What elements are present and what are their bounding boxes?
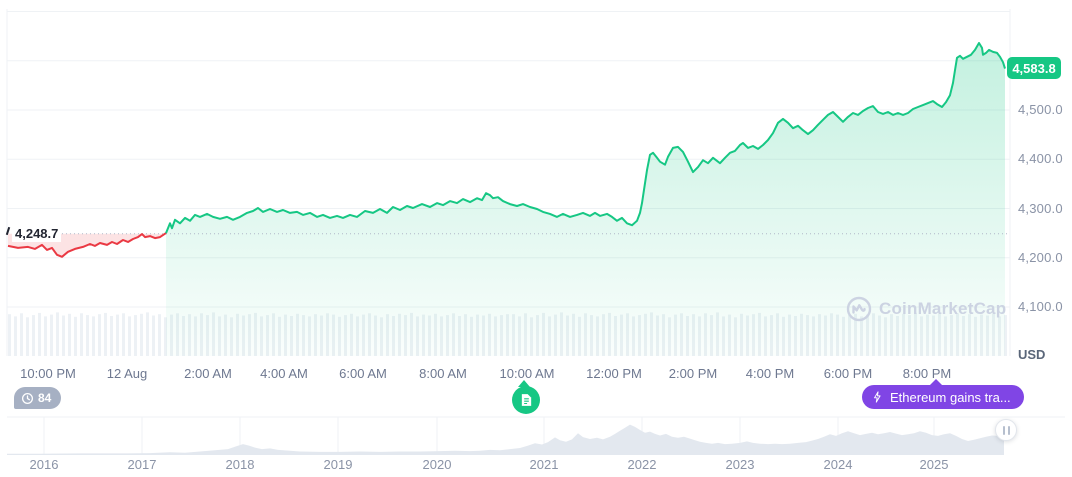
open-price-label: 4,248.7 (12, 225, 62, 242)
x-axis-label: 2:00 AM (184, 366, 232, 381)
year-label: 2024 (823, 457, 853, 472)
year-label: 2016 (29, 457, 59, 472)
x-axis-label: 6:00 PM (823, 366, 873, 381)
news-badge-pointer-icon (930, 379, 942, 385)
handle-grip-icon (1007, 425, 1010, 435)
y-axis-label: 4,500.0 (1018, 102, 1063, 117)
y-axis-label: 4,200.0 (1018, 250, 1063, 265)
price-area-up (166, 43, 1005, 356)
year-label: 2021 (529, 457, 559, 472)
year-label: 2022 (627, 457, 657, 472)
y-axis-label: 4,400.0 (1018, 151, 1063, 166)
x-axis-label: 12 Aug (106, 366, 148, 381)
x-axis-label: 8:00 PM (902, 366, 952, 381)
x-axis-label: 2:00 PM (668, 366, 718, 381)
y-axis-label: 4,300.0 (1018, 201, 1063, 216)
last-price-badge: 4,583.8 (1007, 57, 1061, 79)
note-event-badge[interactable] (512, 380, 540, 414)
x-axis-label: 4:00 AM (260, 366, 308, 381)
year-label: 2023 (725, 457, 755, 472)
minimap-area[interactable] (7, 424, 1004, 455)
x-axis-label: 4:00 PM (745, 366, 795, 381)
lightning-bolt-icon (874, 391, 881, 403)
history-events-badge[interactable]: 84 (14, 387, 62, 409)
price-line-up (165, 42, 1006, 234)
year-label: 2018 (225, 457, 255, 472)
year-label: 2019 (323, 457, 353, 472)
clock-history-icon (21, 392, 34, 404)
price-line-down (7, 232, 167, 258)
y-axis-label: 4,100.0 (1018, 299, 1063, 314)
x-axis-label: 12:00 PM (586, 366, 642, 381)
note-badge-pointer-icon (518, 380, 530, 387)
minimap-scrub-handle[interactable] (995, 419, 1017, 441)
file-text-icon (521, 394, 531, 406)
y-axis-unit-label: USD (1018, 347, 1046, 362)
year-label: 2025 (919, 457, 949, 472)
news-event-badge[interactable]: Ethereum gains tra... (862, 379, 1024, 409)
handle-grip-icon (1002, 425, 1005, 435)
x-axis-label: 10:00 PM (20, 366, 76, 381)
news-badge-label: Ethereum gains tra... (890, 389, 1011, 405)
note-badge-circle (512, 386, 540, 414)
history-count: 84 (38, 391, 52, 405)
x-axis-label: 6:00 AM (339, 366, 387, 381)
year-label: 2020 (422, 457, 452, 472)
x-axis-label: 10:00 AM (499, 366, 555, 381)
year-label: 2017 (127, 457, 157, 472)
x-axis-label: 8:00 AM (419, 366, 467, 381)
